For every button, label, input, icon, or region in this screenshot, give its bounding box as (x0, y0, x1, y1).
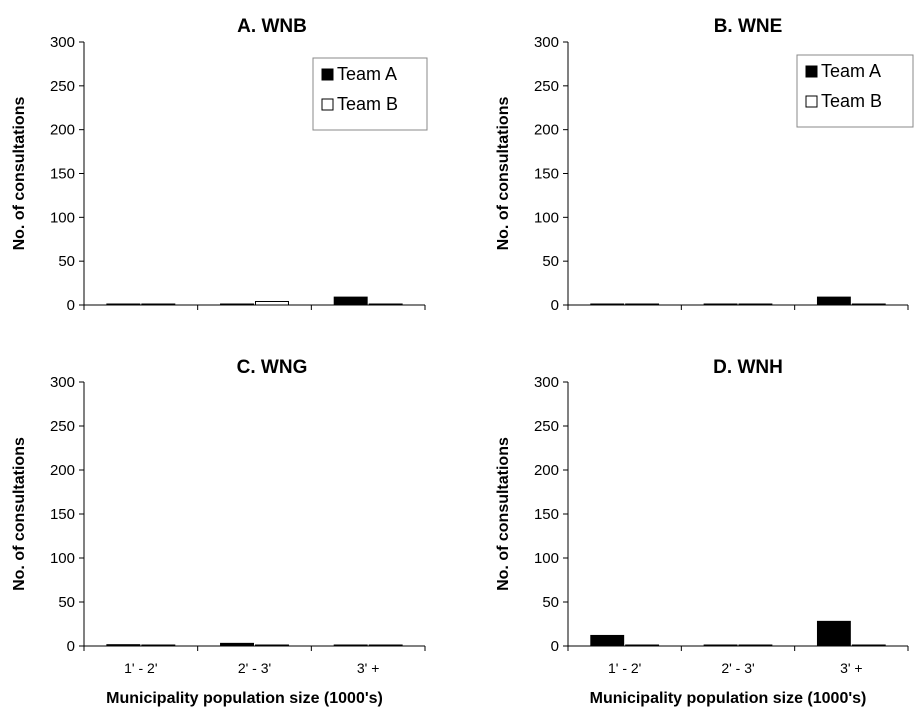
bar-team-a (590, 303, 625, 306)
y-tick-label: 50 (542, 253, 559, 270)
y-tick-label: 200 (50, 462, 75, 479)
y-tick-label: 50 (58, 253, 75, 270)
y-tick-label: 100 (50, 209, 75, 226)
y-tick-label: 250 (50, 78, 75, 95)
y-tick-label: 200 (50, 122, 75, 139)
panel-2: C. WNG No. of consultations 0 50 100 150 200 25… (11, 357, 426, 707)
panel-title: D. WNH (713, 357, 783, 378)
panel-title: C. WNG (237, 357, 308, 378)
legend-swatch (321, 68, 334, 81)
bar-team-b (625, 644, 660, 647)
y-tick-label: 100 (50, 550, 75, 567)
bar-team-b (368, 303, 403, 306)
panel-1: B. WNE No. of consultations 0 50 100 150 200 25… (495, 16, 914, 314)
y-axis-label: No. of consultations (495, 97, 512, 251)
legend-label: Team A (337, 64, 397, 84)
y-tick-label: 250 (534, 78, 559, 95)
y-tick-label: 250 (534, 418, 559, 435)
panel-3: D. WNH No. of consultations 0 50 100 150 200 25… (495, 357, 909, 707)
y-tick-label: 300 (50, 374, 75, 391)
y-tick-label: 150 (50, 166, 75, 183)
y-tick-label: 300 (534, 34, 559, 51)
bar-team-b (625, 303, 660, 306)
legend: Team A Team B (312, 57, 428, 131)
y-tick-label: 300 (534, 374, 559, 391)
bar-team-b (851, 303, 886, 306)
legend-label: Team A (821, 61, 881, 81)
bar-team-a (333, 644, 368, 647)
legend-swatch (805, 95, 818, 108)
y-tick-label: 150 (50, 506, 75, 523)
x-tick-label: 3' + (840, 660, 863, 676)
legend-swatch (321, 98, 334, 111)
bar-team-a (816, 296, 851, 306)
x-tick-label: 1' - 2' (124, 660, 157, 676)
y-tick-label: 0 (551, 297, 559, 314)
y-tick-label: 100 (534, 209, 559, 226)
bar-team-a (220, 642, 254, 647)
legend: Team A Team B (796, 54, 914, 128)
x-tick-label: 2' - 3' (238, 660, 271, 676)
x-tick-label: 2' - 3' (721, 660, 754, 676)
bar-team-b (851, 644, 886, 647)
bar-team-b (255, 300, 289, 306)
y-tick-label: 150 (534, 166, 559, 183)
y-tick-label: 0 (67, 638, 75, 655)
legend-label: Team B (821, 91, 882, 111)
bar-team-a (816, 620, 851, 647)
y-tick-label: 50 (542, 594, 559, 611)
panel-title: B. WNE (714, 16, 783, 37)
bar-team-b (368, 644, 403, 647)
x-axis-label: Municipality population size (1000's) (106, 690, 383, 707)
bar-team-b (738, 644, 773, 647)
bar-team-a (590, 634, 625, 647)
x-tick-label: 1' - 2' (608, 660, 641, 676)
bar-team-b (255, 644, 289, 647)
bar-team-a (220, 303, 254, 306)
bar-team-a (106, 644, 141, 647)
y-axis-label: No. of consultations (11, 437, 28, 591)
bar-team-a (333, 296, 368, 306)
bar-team-b (141, 303, 176, 306)
y-tick-label: 200 (534, 462, 559, 479)
y-tick-label: 300 (50, 34, 75, 51)
y-tick-label: 0 (67, 297, 75, 314)
bar-team-b (141, 644, 176, 647)
legend-swatch (805, 65, 818, 78)
y-axis-label: No. of consultations (11, 97, 28, 251)
panel-title: A. WNB (237, 16, 307, 37)
x-tick-label: 3' + (357, 660, 380, 676)
bar-team-a (703, 303, 738, 306)
legend-label: Team B (337, 94, 398, 114)
y-tick-label: 200 (534, 122, 559, 139)
y-tick-label: 0 (551, 638, 559, 655)
y-axis-label: No. of consultations (495, 437, 512, 591)
bar-team-b (738, 303, 773, 306)
y-tick-label: 100 (534, 550, 559, 567)
panel-0: A. WNB No. of consultations 0 50 100 150 200 25… (11, 16, 428, 314)
y-tick-label: 150 (534, 506, 559, 523)
bar-team-a (106, 303, 141, 306)
x-axis-label: Municipality population size (1000's) (590, 690, 867, 707)
y-tick-label: 250 (50, 418, 75, 435)
y-tick-label: 50 (58, 594, 75, 611)
bar-team-a (703, 644, 738, 647)
